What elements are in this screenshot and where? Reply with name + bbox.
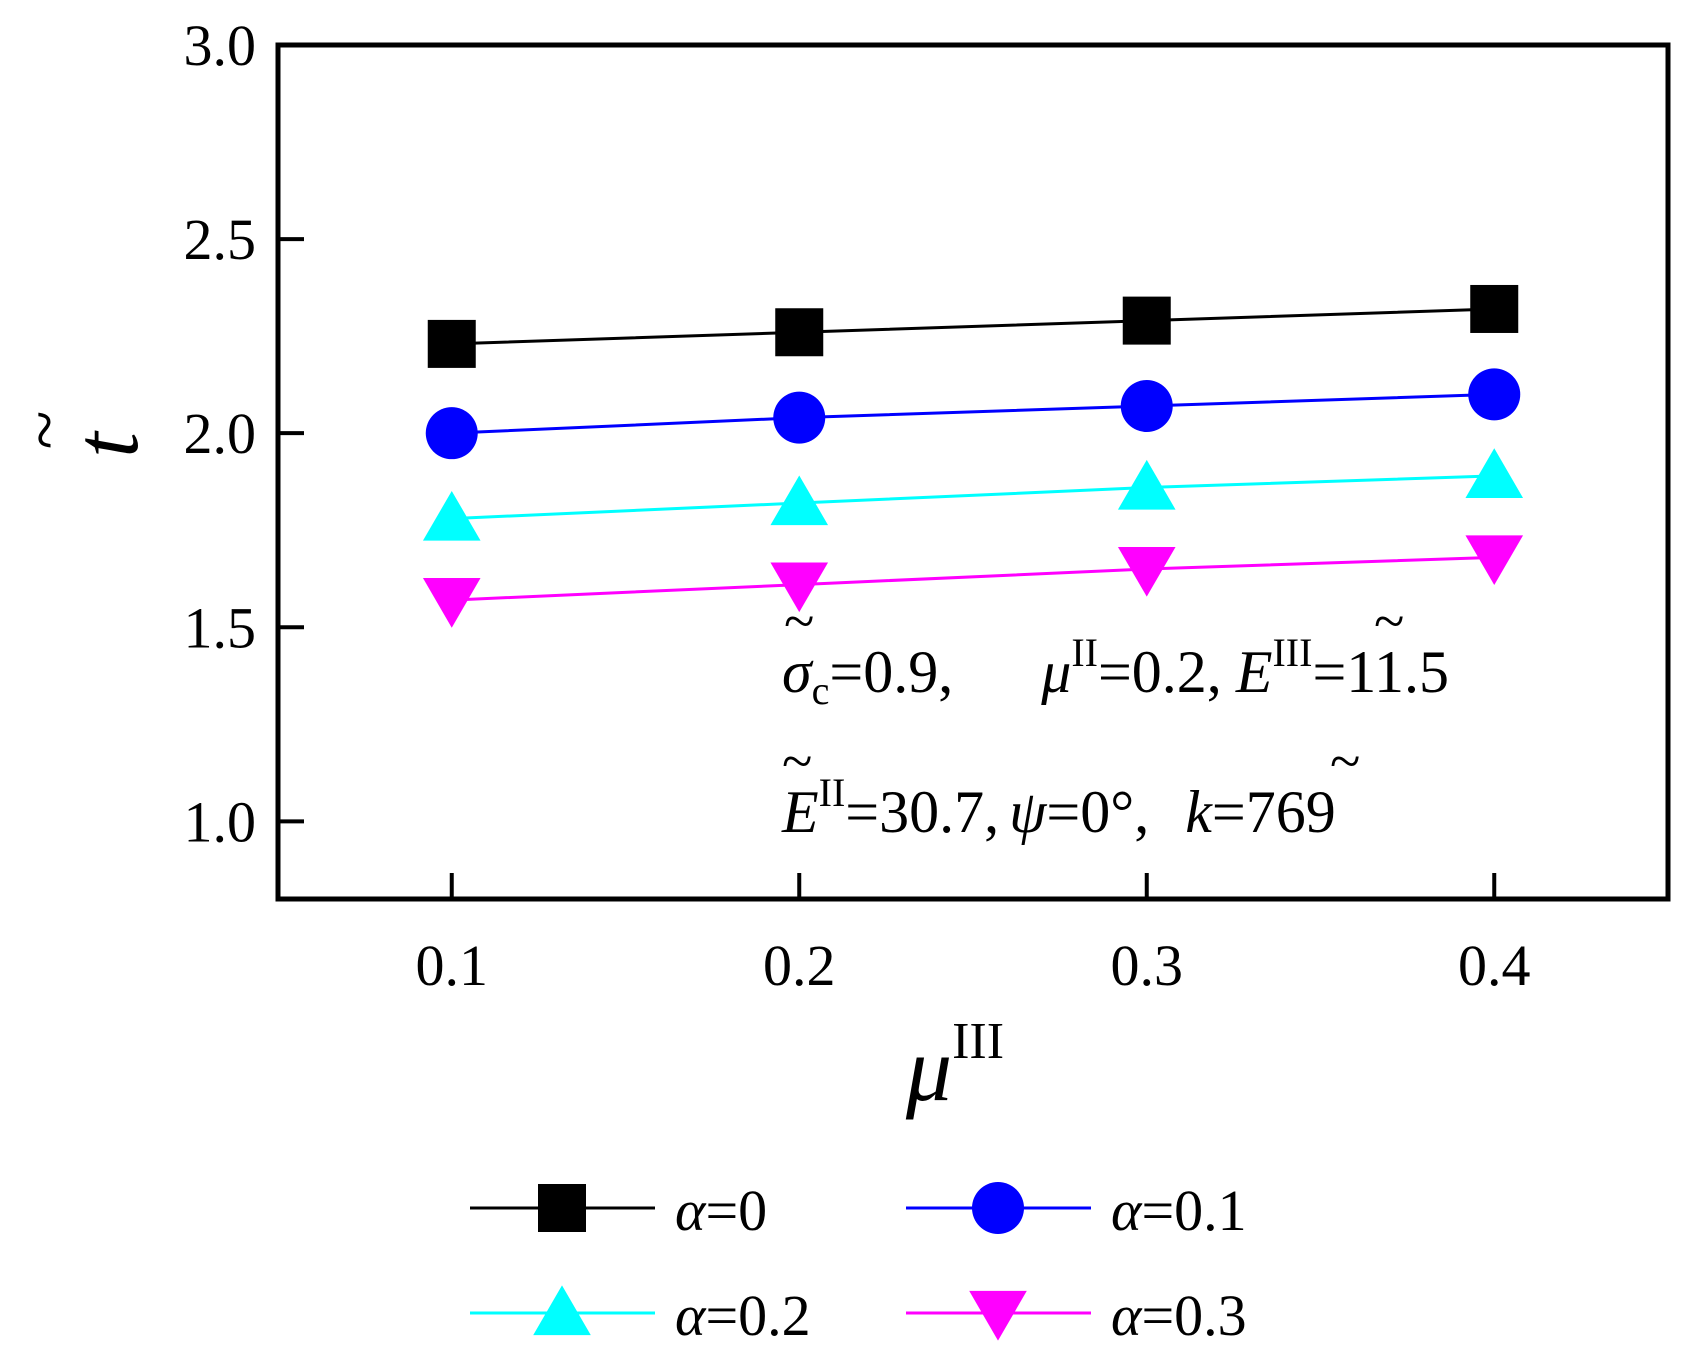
legend-item: α=0.2	[470, 1283, 811, 1348]
data-point	[422, 578, 481, 628]
x-axis-label: μIII	[905, 1013, 1004, 1120]
legend-symbol: α	[675, 1178, 707, 1243]
legend-value: =0.3	[1141, 1283, 1246, 1348]
legend-symbol: α	[1111, 1178, 1143, 1243]
annot-e2-tilde: ~	[782, 731, 812, 793]
annotation-block: σc=0.9, μII=0.2, EIII=11.5 EII=30.7, ψ=0°, k…	[781, 591, 1449, 845]
data-point	[1117, 459, 1176, 510]
series-line	[451, 392, 1495, 435]
legend-label: α=0.1	[1111, 1178, 1247, 1243]
x-tick-label: 0.3	[1111, 933, 1184, 998]
y-tick-label: 3.0	[184, 13, 257, 78]
y-axis-label-text: t	[55, 430, 157, 458]
data-point	[1120, 380, 1173, 433]
legend-item: α=0.3	[906, 1283, 1247, 1348]
data-point	[1117, 546, 1176, 597]
series-layer	[422, 284, 1524, 628]
y-axis-label: t ~	[4, 411, 157, 458]
data-point	[773, 391, 826, 444]
x-tick-label: 0.1	[416, 933, 489, 998]
data-point	[775, 308, 824, 357]
series-3	[422, 535, 1524, 628]
legend: α=0 α=0.1α=0.2 α=0.3	[470, 1178, 1247, 1348]
legend-label: α=0	[675, 1178, 767, 1243]
legend-marker	[538, 1184, 586, 1232]
x-axis-label-text: μIII	[905, 1013, 1004, 1120]
annot-mu-sup: II	[1071, 630, 1098, 675]
data-point	[1468, 368, 1521, 421]
data-point	[1470, 284, 1519, 333]
legend-value: =0	[705, 1178, 767, 1243]
y-axis-label-tilde: ~	[4, 411, 84, 450]
legend-marker	[533, 1285, 591, 1336]
y-tick-label: 2.5	[184, 207, 257, 272]
legend-value: =0.2	[705, 1283, 810, 1348]
data-point	[1465, 535, 1524, 585]
annot-e2-symbol: E	[781, 779, 819, 845]
x-tick-label: 0.2	[763, 933, 836, 998]
legend-marker	[972, 1182, 1024, 1234]
legend-label: α=0.3	[1111, 1283, 1247, 1348]
x-tick-label: 0.4	[1458, 933, 1531, 998]
annot-mu-value: =0.2,	[1098, 639, 1222, 705]
annot-k-tilde: ~	[1330, 731, 1360, 793]
series-line	[451, 307, 1495, 346]
annot-sigma-value: =0.9,	[829, 639, 953, 705]
annot-e3-value: =11.5	[1312, 639, 1449, 705]
annotation-line-2: EII=30.7, ψ=0°, k=769	[781, 770, 1336, 845]
series-line	[451, 555, 1495, 602]
annot-k-value: =769	[1212, 779, 1336, 845]
data-point	[770, 475, 829, 526]
annot-e3-symbol: E	[1235, 639, 1273, 705]
legend-marker	[969, 1290, 1027, 1341]
data-point	[770, 562, 829, 613]
axes: 1.0 1.5 2.0 2.5 3.0 0.1 0.2 0.3 0.4	[184, 13, 1671, 998]
x-axis-label-symbol: μ	[905, 1018, 952, 1120]
annot-e3-sup: III	[1272, 630, 1312, 675]
data-point	[1122, 296, 1171, 345]
plot-frame	[275, 42, 1671, 902]
annot-sigma-tilde: ~	[784, 591, 814, 653]
annot-psi-value: =0°,	[1046, 779, 1149, 845]
annotation-line-1: σc=0.9, μII=0.2, EIII=11.5	[782, 630, 1449, 713]
series-1	[425, 368, 1521, 460]
annot-k-symbol: k	[1185, 779, 1213, 845]
data-point	[1465, 448, 1524, 498]
annot-mu-symbol: μ	[1040, 639, 1071, 705]
y-tick-label: 1.5	[184, 595, 257, 660]
legend-item: α=0.1	[906, 1178, 1247, 1243]
annot-sigma-symbol: σ	[782, 639, 814, 705]
data-point	[427, 319, 476, 368]
y-tick-label: 1.0	[184, 789, 257, 854]
legend-symbol: α	[675, 1283, 707, 1348]
annot-e2-sup: II	[819, 770, 846, 815]
legend-label: α=0.2	[675, 1283, 811, 1348]
annot-e2-value: =30.7,	[845, 779, 999, 845]
annot-e3-tilde: ~	[1374, 591, 1404, 653]
x-axis-label-sup: III	[952, 1013, 1004, 1070]
series-0	[427, 284, 1519, 368]
annot-psi-symbol: ψ	[1009, 779, 1048, 845]
data-point	[425, 407, 478, 460]
legend-value: =0.1	[1141, 1178, 1246, 1243]
data-point	[422, 490, 481, 541]
legend-symbol: α	[1111, 1283, 1143, 1348]
y-tick-label: 2.0	[184, 401, 257, 466]
annot-sigma-sub: c	[812, 668, 830, 713]
series-2	[422, 448, 1524, 541]
series-line	[451, 474, 1495, 521]
legend-item: α=0	[470, 1178, 767, 1243]
